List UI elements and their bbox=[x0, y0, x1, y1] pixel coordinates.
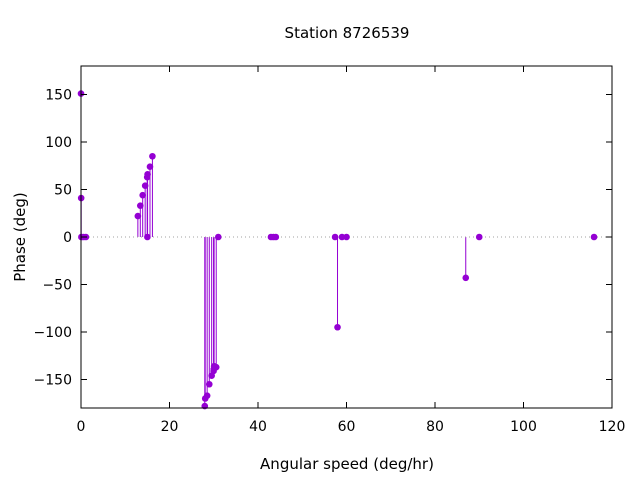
data-point bbox=[590, 233, 598, 241]
data-point bbox=[203, 392, 211, 399]
data-point bbox=[149, 152, 156, 160]
data-points bbox=[77, 90, 598, 410]
x-tick-label: 80 bbox=[426, 419, 444, 435]
y-tick-label: 100 bbox=[45, 135, 72, 151]
x-tick-label: 0 bbox=[77, 419, 86, 435]
x-tick-label: 40 bbox=[249, 419, 267, 435]
data-point bbox=[144, 233, 151, 241]
data-point bbox=[272, 233, 280, 241]
data-point bbox=[343, 233, 350, 241]
data-point bbox=[462, 274, 470, 282]
data-point bbox=[141, 182, 149, 189]
impulse-lines bbox=[80, 93, 467, 407]
x-tick-label: 100 bbox=[510, 419, 537, 435]
data-point bbox=[134, 212, 142, 220]
x-tick-label: 20 bbox=[161, 419, 179, 435]
data-point bbox=[338, 233, 346, 241]
x-axis-ticks: 0 20 40 60 80 100 120 bbox=[77, 66, 626, 435]
y-tick-label: −100 bbox=[34, 325, 72, 341]
data-point bbox=[144, 171, 151, 178]
y-tick-label: 50 bbox=[54, 183, 72, 199]
data-point bbox=[214, 233, 222, 241]
data-point bbox=[331, 233, 339, 241]
y-axis-ticks: −150 −100 −50 0 50 100 150 bbox=[34, 88, 612, 389]
x-tick-label: 60 bbox=[338, 419, 356, 435]
data-point bbox=[334, 323, 341, 331]
data-point bbox=[475, 233, 483, 241]
y-tick-label: 0 bbox=[63, 230, 72, 246]
data-point bbox=[205, 380, 213, 388]
data-point bbox=[139, 191, 146, 199]
data-point bbox=[212, 363, 220, 371]
y-axis-label: Phase (deg) bbox=[11, 192, 29, 282]
x-axis-label: Angular speed (deg/hr) bbox=[260, 455, 434, 473]
y-tick-label: −50 bbox=[42, 278, 72, 294]
y-tick-label: −150 bbox=[34, 373, 72, 389]
x-tick-label: 120 bbox=[599, 419, 626, 435]
y-tick-label: 150 bbox=[45, 88, 72, 104]
chart-title: Station 8726539 bbox=[285, 24, 410, 42]
data-point bbox=[136, 202, 144, 209]
data-point bbox=[146, 163, 154, 170]
